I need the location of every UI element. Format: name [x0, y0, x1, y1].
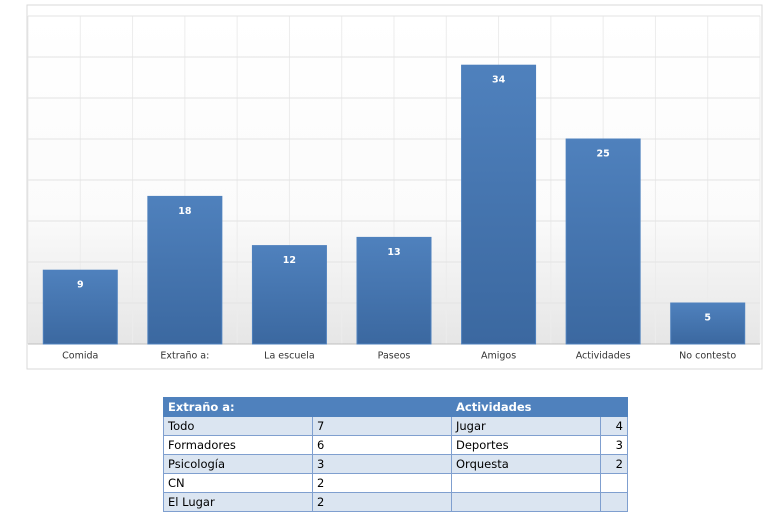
- table-row: El Lugar 2: [163, 492, 628, 512]
- data-label: 25: [597, 149, 610, 160]
- table-cell: Jugar: [451, 416, 601, 436]
- data-label: 5: [704, 313, 711, 324]
- table-cell: [600, 473, 628, 493]
- x-tick-label: La escuela: [264, 351, 314, 362]
- table-cell: 4: [600, 416, 628, 436]
- table: Extraño a: Actividades Todo 7 Jugar 4 Formador…: [163, 397, 628, 512]
- table-cell: 2: [600, 454, 628, 474]
- x-tick-label: No contesto: [679, 351, 736, 362]
- x-tick-label: Paseos: [378, 351, 411, 362]
- x-tick-label: Extraño a:: [160, 351, 209, 362]
- x-tick-label: Comida: [62, 351, 98, 362]
- bar: [565, 138, 641, 345]
- table-row: Extraño a: Actividades: [163, 397, 628, 417]
- table-row: CN 2: [163, 473, 628, 493]
- table-row: Psicología 3 Orquesta 2: [163, 454, 628, 474]
- table-cell: [600, 492, 628, 512]
- table-cell: 6: [312, 435, 452, 455]
- table-cell: CN: [163, 473, 313, 493]
- chart: Comida 9 Extraño a: 18 La escuela 12 Paseos 13 A…: [26, 4, 763, 370]
- table-cell: Orquesta: [451, 454, 601, 474]
- table-row: Todo 7 Jugar 4: [163, 416, 628, 436]
- table-cell: [451, 492, 601, 512]
- bar: [670, 302, 746, 345]
- table-cell: Todo: [163, 416, 313, 436]
- table-cell: Deportes: [451, 435, 601, 455]
- data-label: 12: [283, 255, 296, 266]
- data-label: 18: [178, 206, 192, 217]
- table-cell: 3: [312, 454, 452, 474]
- table-cell: 7: [312, 416, 452, 436]
- table-cell: [312, 397, 452, 417]
- table-cell: Extraño a:: [163, 397, 313, 417]
- table-row: Formadores 6 Deportes 3: [163, 435, 628, 455]
- bar: [42, 269, 118, 345]
- table-cell: [451, 473, 601, 493]
- data-label: 13: [387, 247, 400, 258]
- table-cell: 3: [600, 435, 628, 455]
- data-label: 9: [77, 280, 84, 291]
- data-label: 34: [492, 75, 506, 86]
- bar: [251, 245, 327, 345]
- table-cell: [600, 397, 628, 417]
- bar: [461, 64, 537, 345]
- table-cell: El Lugar: [163, 492, 313, 512]
- bar: [147, 195, 223, 345]
- table-cell: Formadores: [163, 435, 313, 455]
- page: Comida 9 Extraño a: 18 La escuela 12 Paseos 13 A…: [26, 4, 763, 512]
- table-cell: Psicología: [163, 454, 313, 474]
- x-tick-label: Actividades: [576, 351, 631, 362]
- table-cell: 2: [312, 473, 452, 493]
- table-cell: 2: [312, 492, 452, 512]
- table-cell: Actividades: [451, 397, 601, 417]
- x-tick-label: Amigos: [481, 351, 516, 362]
- bar: [356, 236, 432, 345]
